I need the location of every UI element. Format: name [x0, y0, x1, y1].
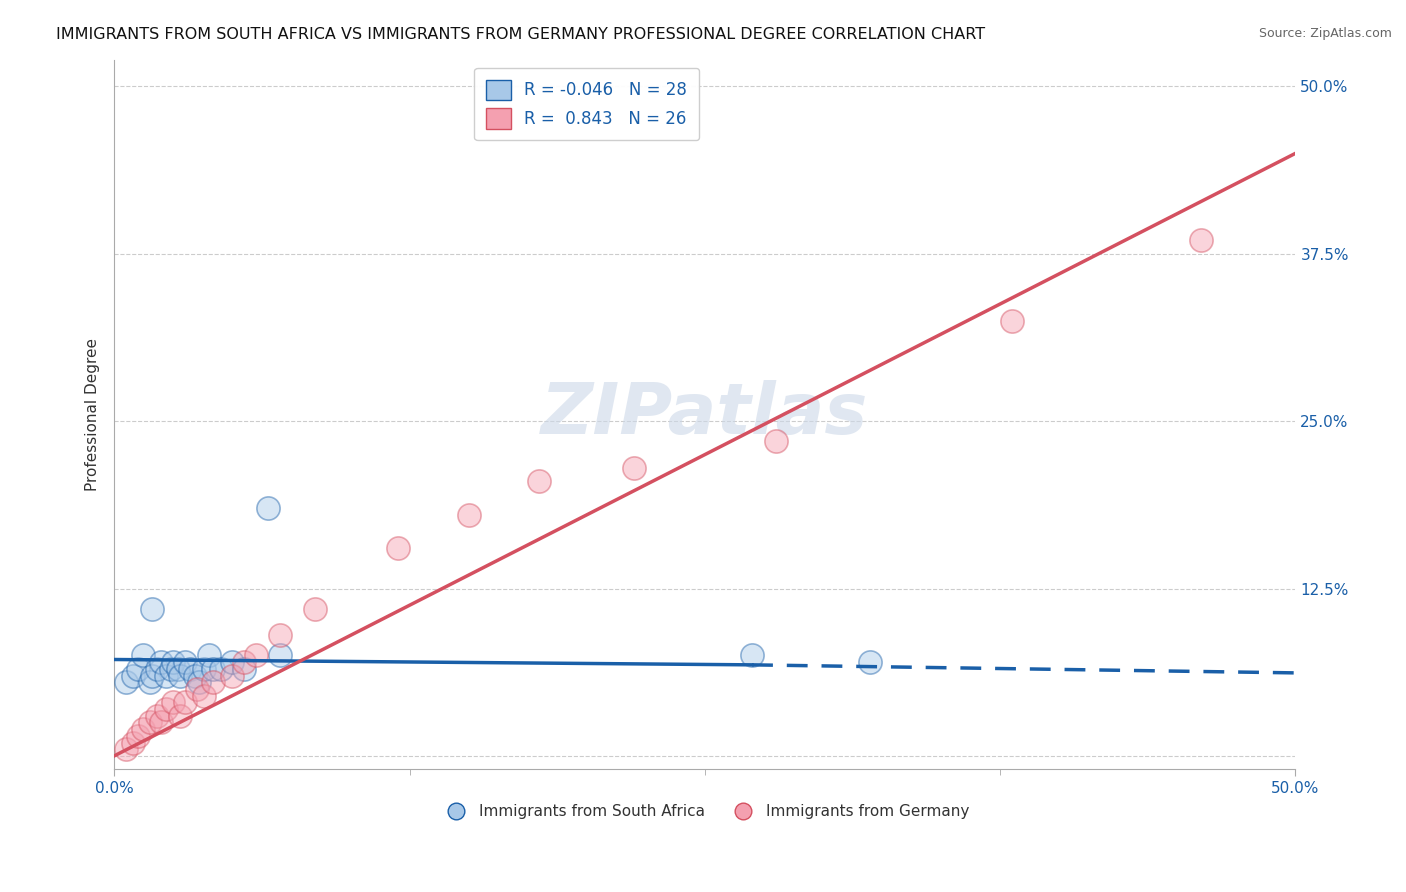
- Point: [741, 648, 763, 663]
- Point: [1001, 314, 1024, 328]
- Point: [245, 648, 267, 663]
- Point: [193, 689, 215, 703]
- Point: [256, 501, 278, 516]
- Point: [141, 601, 163, 615]
- Point: [1189, 233, 1212, 247]
- Point: [162, 655, 184, 669]
- Y-axis label: Professional Degree: Professional Degree: [86, 338, 100, 491]
- Point: [150, 655, 173, 669]
- Point: [233, 655, 256, 669]
- Point: [233, 662, 256, 676]
- Point: [169, 668, 191, 682]
- Point: [160, 662, 183, 676]
- Point: [623, 461, 645, 475]
- Point: [304, 601, 326, 615]
- Point: [122, 735, 145, 749]
- Point: [174, 655, 197, 669]
- Point: [197, 648, 219, 663]
- Point: [765, 434, 787, 449]
- Point: [138, 715, 160, 730]
- Point: [193, 662, 215, 676]
- Point: [122, 668, 145, 682]
- Text: ZIPatlas: ZIPatlas: [541, 380, 869, 449]
- Point: [269, 628, 291, 642]
- Point: [150, 715, 173, 730]
- Point: [387, 541, 409, 556]
- Point: [145, 662, 167, 676]
- Point: [167, 662, 190, 676]
- Point: [529, 475, 551, 489]
- Point: [162, 695, 184, 709]
- Point: [209, 662, 232, 676]
- Text: Source: ZipAtlas.com: Source: ZipAtlas.com: [1258, 27, 1392, 40]
- Point: [221, 668, 243, 682]
- Point: [145, 708, 167, 723]
- Point: [127, 729, 149, 743]
- Point: [186, 681, 208, 696]
- Text: IMMIGRANTS FROM SOUTH AFRICA VS IMMIGRANTS FROM GERMANY PROFESSIONAL DEGREE CORR: IMMIGRANTS FROM SOUTH AFRICA VS IMMIGRAN…: [56, 27, 986, 42]
- Point: [115, 742, 138, 756]
- Point: [202, 662, 225, 676]
- Point: [188, 675, 211, 690]
- Point: [131, 722, 153, 736]
- Point: [131, 648, 153, 663]
- Point: [138, 675, 160, 690]
- Point: [169, 708, 191, 723]
- Point: [183, 668, 205, 682]
- Point: [221, 655, 243, 669]
- Point: [269, 648, 291, 663]
- Point: [174, 695, 197, 709]
- Legend: Immigrants from South Africa, Immigrants from Germany: Immigrants from South Africa, Immigrants…: [434, 798, 976, 825]
- Point: [141, 668, 163, 682]
- Point: [202, 675, 225, 690]
- Point: [457, 508, 479, 522]
- Point: [179, 662, 201, 676]
- Point: [115, 675, 138, 690]
- Point: [155, 668, 177, 682]
- Point: [155, 702, 177, 716]
- Point: [127, 662, 149, 676]
- Point: [859, 655, 882, 669]
